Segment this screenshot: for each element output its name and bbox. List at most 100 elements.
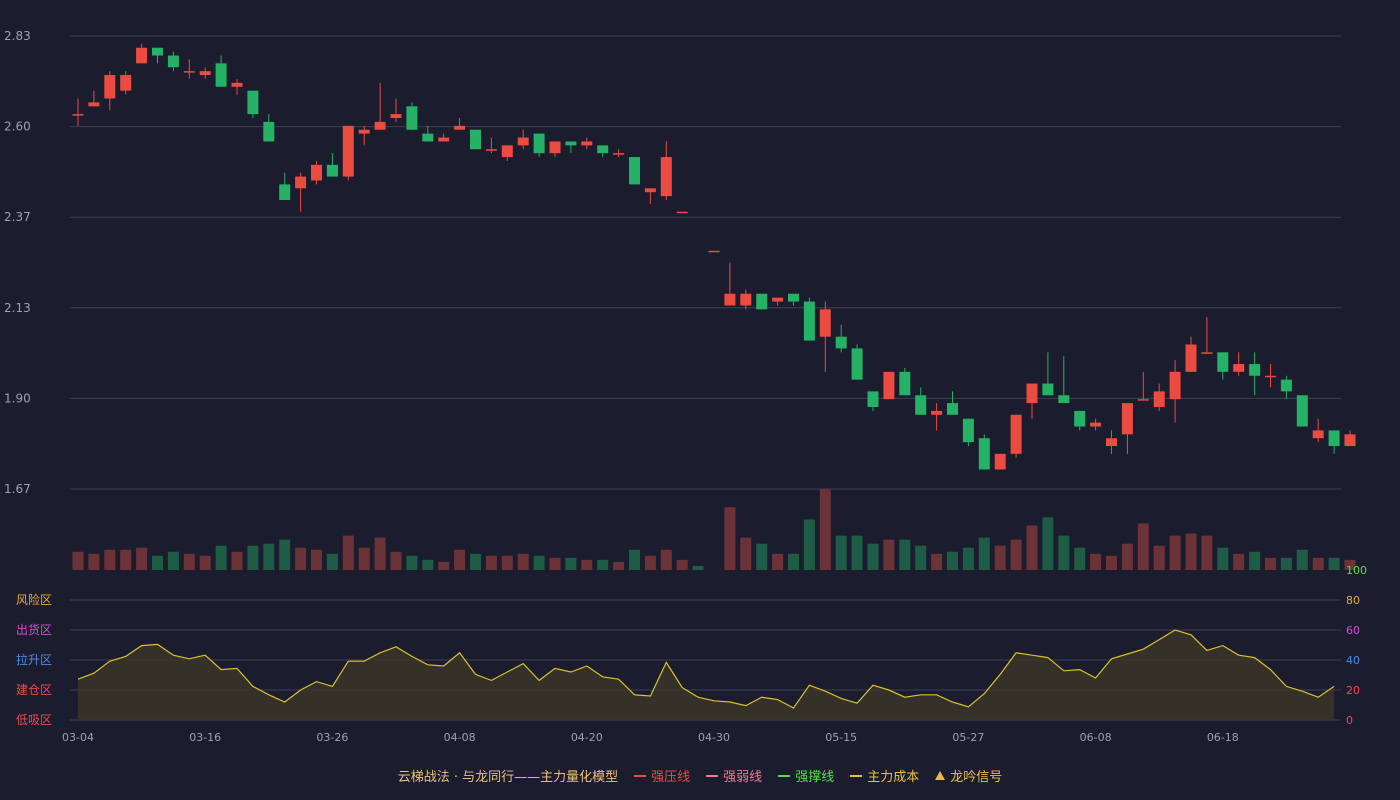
volume-bar	[947, 551, 958, 570]
volume-bar	[899, 539, 911, 570]
candle-body	[819, 309, 831, 337]
volume-bar	[167, 551, 179, 570]
volume-bar	[644, 555, 656, 570]
candle-body	[167, 55, 179, 68]
volume-bar	[279, 539, 291, 570]
candle-body	[1312, 430, 1324, 439]
volume-bar	[803, 519, 815, 570]
legend-item-strong-pressure[interactable]: 强压线	[634, 766, 690, 785]
legend-swatch-strong-weak	[706, 774, 719, 777]
date-tick-label: 04-20	[571, 731, 603, 744]
volume-bar	[1185, 533, 1197, 570]
price-grid	[70, 35, 1341, 490]
zone-label: 低吸区	[16, 713, 52, 727]
candle-body	[1233, 364, 1245, 372]
volume-bar	[1312, 557, 1324, 570]
candle-body	[438, 137, 450, 142]
legend-label-strong-weak: 强弱线	[723, 770, 763, 785]
candle-body	[772, 297, 784, 302]
volume-bar	[88, 553, 100, 570]
price-tick-label: 2.60	[4, 120, 31, 134]
candle-body	[470, 129, 481, 150]
volume-bar	[819, 489, 831, 570]
legend-item-strong-support[interactable]: 强撑线	[778, 766, 834, 785]
candle-body	[883, 371, 895, 400]
legend-item-strong-weak[interactable]: 强弱线	[706, 766, 762, 785]
oscillator-tick-label: 80	[1346, 594, 1360, 607]
candle-body	[867, 391, 879, 407]
volume-bar	[1201, 535, 1213, 570]
oscillator-line	[77, 629, 1335, 709]
candle-body	[136, 47, 148, 64]
candle-body	[1090, 422, 1102, 427]
price-axis: 2.83 2.60 2.37 2.13 1.90 1.67	[4, 29, 31, 496]
candle-body	[1137, 399, 1149, 401]
legend-title: 云梯战法 · 与龙同行——主力量化模型	[398, 766, 618, 785]
volume-bar	[851, 535, 863, 570]
volume-bar	[629, 549, 640, 570]
legend-label-dragon-signal: 龙吟信号	[950, 770, 1003, 785]
volume-bar	[1265, 557, 1276, 570]
volume-bar	[120, 549, 132, 570]
candle-body	[358, 129, 370, 134]
candle-body	[1265, 375, 1276, 378]
candle-body	[390, 114, 402, 119]
candle-body	[565, 141, 577, 146]
volume-bar	[247, 545, 259, 570]
candle-body	[756, 293, 768, 310]
volume-bar	[1137, 523, 1149, 570]
candle-body	[724, 293, 736, 306]
candle-body	[247, 90, 259, 115]
volume-bar	[295, 547, 307, 570]
volume-bar	[533, 555, 545, 570]
volume-bar	[72, 551, 84, 570]
volume-bar	[1058, 535, 1070, 570]
legend-label-strong-support: 强撑线	[795, 770, 835, 785]
candle-body	[199, 71, 211, 76]
chart-legend: 云梯战法 · 与龙同行——主力量化模型 强压线 强弱线 强撑线 主力成本 龙吟信…	[0, 766, 1400, 785]
volume-bar	[152, 555, 163, 570]
candle-body	[152, 47, 163, 56]
candle-body	[342, 125, 354, 177]
candle-body	[485, 149, 497, 151]
candle-body	[295, 176, 307, 189]
volume-bar	[1026, 525, 1038, 570]
candle-body	[1280, 379, 1292, 392]
volume-bar	[342, 535, 354, 570]
volume-bar	[835, 535, 847, 570]
oscillator-tick-label: 0	[1346, 714, 1353, 727]
legend-swatch-strong-support	[778, 774, 791, 777]
volume-bar	[136, 547, 148, 570]
volume-bar	[565, 557, 577, 570]
volume-bar	[772, 553, 784, 570]
date-tick-label: 03-26	[316, 731, 348, 744]
price-tick-label: 2.83	[4, 29, 31, 43]
candle-body	[1106, 438, 1117, 447]
volume-bar	[1010, 539, 1022, 570]
candle-body	[1074, 410, 1086, 427]
volume-bar	[1106, 555, 1117, 570]
date-tick-label: 03-04	[62, 731, 94, 744]
candle-body	[915, 395, 927, 415]
volume-bar	[406, 555, 418, 570]
volume-bar	[740, 537, 752, 570]
candle-body	[120, 75, 132, 91]
volume-bar	[104, 549, 116, 570]
legend-item-main-cost[interactable]: 主力成本	[850, 766, 919, 785]
volume-bar	[756, 543, 768, 570]
volume-bar	[517, 553, 529, 570]
volume-bar	[470, 553, 481, 570]
candle-body	[1058, 395, 1070, 404]
volume-bar	[1344, 559, 1356, 570]
candle-body	[708, 250, 720, 253]
candle-body	[1249, 364, 1261, 376]
volume-bar	[883, 539, 895, 570]
date-tick-label: 03-16	[189, 731, 221, 744]
price-tick-label: 2.13	[4, 301, 31, 315]
legend-item-dragon-signal[interactable]: 龙吟信号	[935, 766, 1002, 785]
zone-label: 风险区	[16, 592, 52, 607]
volume-bar	[263, 543, 275, 570]
candle-body	[279, 184, 291, 201]
volume-bar	[390, 551, 402, 570]
